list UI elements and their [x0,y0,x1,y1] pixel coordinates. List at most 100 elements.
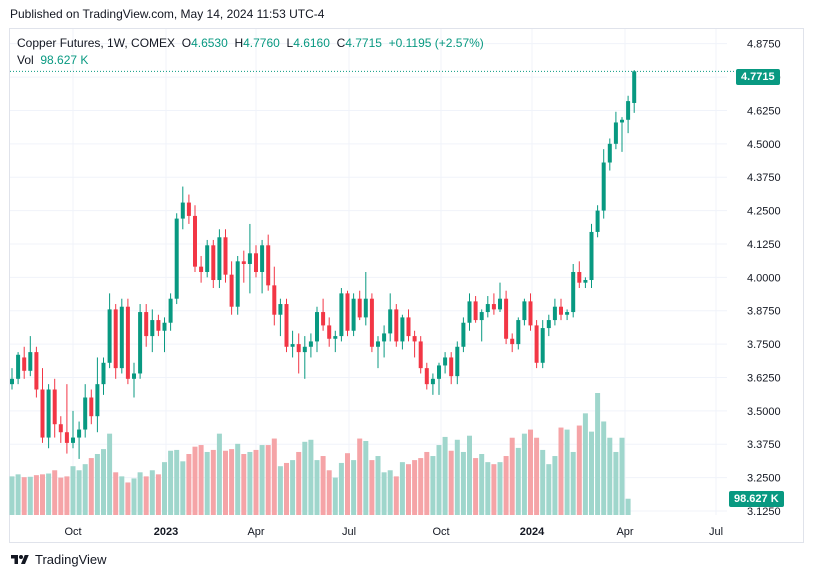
candle-body [430,378,435,385]
candle-body [101,362,106,385]
volume-bar [369,460,375,515]
candle-body [113,309,118,369]
candle-body [144,312,149,337]
open-value: 4.6530 [191,36,228,50]
candle-body [321,312,326,326]
y-tick-label: 4.1250 [747,239,781,251]
y-tick-label: 3.7500 [747,339,781,351]
volume-bar [387,470,393,515]
volume-bar [607,437,613,515]
candle-body [516,320,521,345]
y-tick-label: 4.2500 [747,206,781,218]
candle-body [199,266,204,272]
volume-bar [284,462,289,515]
volume-bar [345,453,350,515]
volume-bar [174,449,180,515]
y-tick-label: 3.3750 [747,439,781,451]
volume-bar [595,393,601,515]
volume-bar [186,454,192,515]
volume-bar [137,472,143,515]
volume-bar [454,439,460,515]
volume-bar [9,476,15,515]
candle-body [632,71,637,103]
volume-bar [479,454,485,515]
last-volume-tag: 98.627 K [729,491,784,507]
volume-bar [149,470,155,515]
volume-bar [442,436,448,515]
volume-bar [216,433,222,515]
candle-body [613,122,618,144]
candle-body [528,301,533,326]
candle-body [376,341,380,347]
volume-bar [497,462,503,515]
volume-bar [210,449,216,515]
volume-bar [94,454,100,515]
candle-body [284,304,289,347]
candle-body [266,245,271,286]
candle-body [71,437,75,443]
volume-bar [277,466,283,515]
volume-bar [552,456,558,515]
candle-body [540,328,545,363]
candle-body [132,373,136,379]
volume-bar [180,461,186,515]
candle-body [180,202,185,219]
volume-bar [235,443,241,515]
candle-body [589,231,594,281]
volume-bar [40,474,45,515]
volume-bar [619,437,625,515]
candle-body [595,210,600,232]
symbol-name: Copper Futures, 1W, COMEX [17,36,176,50]
volume-bar [162,462,167,515]
volume-bar [576,425,582,515]
candle-body [498,298,502,310]
candle-body [327,325,332,339]
volume-bar [558,427,564,515]
low-label: L [286,36,294,50]
volume-bar [271,438,277,515]
volume-bar [21,477,27,515]
candle-body [77,429,82,438]
candle-body [34,352,39,390]
candle-body [278,304,283,315]
volume-bar [46,473,52,515]
volume-bar [448,450,454,515]
high-value: 4.7760 [243,36,280,50]
volume-bar [582,413,588,515]
volume-bar [302,441,308,515]
candle-body [406,317,411,337]
volume-bar [424,451,430,515]
volume-bar [485,462,491,515]
footer-brand[interactable]: TradingView [10,552,107,567]
volume-bar [412,460,418,515]
candle-body [138,312,143,374]
candle-body [449,357,454,377]
volume-bar [168,450,174,515]
volume-bar [393,476,399,515]
candle-body [437,365,441,379]
volume-bar [259,445,265,515]
volume-label: Vol [17,53,34,67]
volume-bar [528,429,533,515]
candle-body [235,261,240,307]
volume-bar [515,447,521,515]
open-label: O [181,36,192,50]
y-tick-label: 4.3750 [747,172,781,184]
candle-body [601,162,606,211]
x-tick-label: Apr [247,526,264,538]
volume-bar [589,431,594,515]
volume-bar [357,438,363,515]
candle-body [193,215,197,267]
candle-body [308,341,313,347]
volume-bar [88,458,94,515]
volume-bar [418,458,424,515]
volume-bar [430,456,436,515]
candle-body [571,272,576,313]
volume-bar [460,451,466,515]
candle-body [58,424,63,433]
candle-body [382,333,387,342]
candle-body [559,306,563,315]
candle-body [546,320,551,329]
candle-body [607,143,612,163]
